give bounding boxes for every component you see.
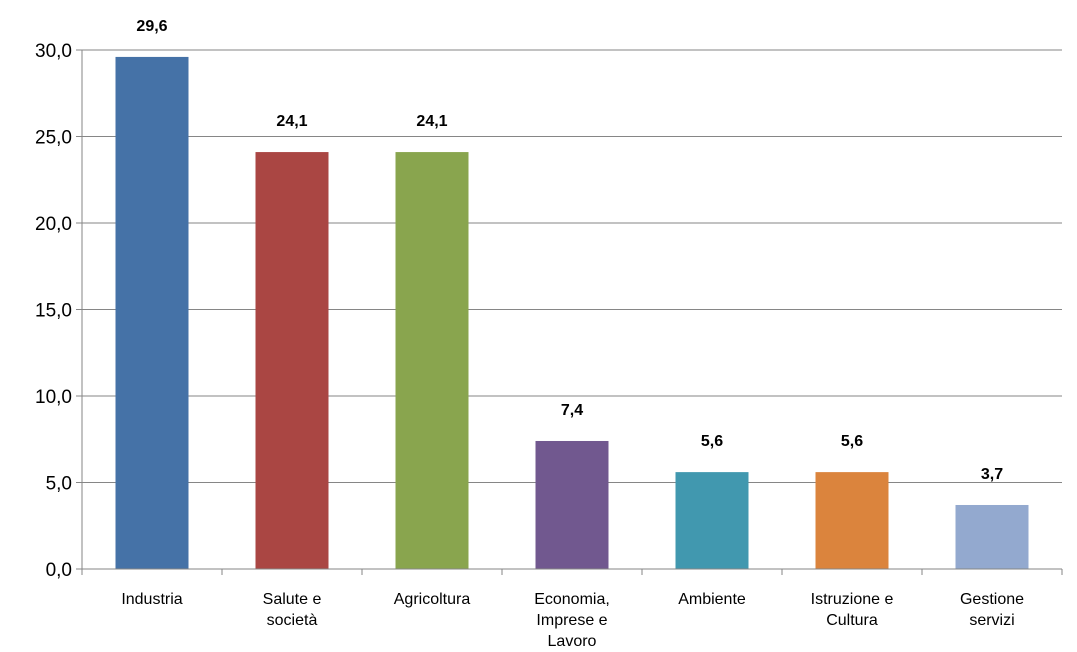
bar (815, 472, 889, 569)
y-tick-label: 15,0 (35, 301, 72, 322)
x-tick-label: Cultura (826, 612, 878, 629)
bar (255, 152, 329, 569)
data-label: 24,1 (416, 113, 447, 130)
y-tick-label: 25,0 (35, 128, 72, 149)
data-label: 5,6 (841, 433, 863, 450)
x-tick-label: servizi (969, 612, 1014, 629)
y-tick-label: 10,0 (35, 387, 72, 408)
data-label: 3,7 (981, 466, 1003, 483)
bar (395, 152, 469, 569)
data-labels: 29,6 24,1 24,1 7,4 5,6 5,6 3,7 (136, 18, 1003, 483)
x-tick-label: Lavoro (548, 633, 597, 650)
bar (675, 472, 749, 569)
y-axis: 0,0 5,0 10,0 15,0 20,0 25,0 30,0 (35, 41, 83, 581)
x-tick-label: Ambiente (678, 591, 746, 608)
x-tick-label: Istruzione e (811, 591, 894, 608)
data-label: 24,1 (276, 113, 307, 130)
bar (955, 504, 1029, 569)
y-tick-label: 30,0 (35, 41, 72, 62)
x-tick-label: società (267, 612, 318, 629)
bar (535, 440, 609, 569)
x-tick-label: Industria (121, 591, 182, 608)
data-label: 29,6 (136, 18, 167, 35)
y-tick-label: 0,0 (46, 560, 72, 581)
gridlines (82, 49, 1062, 483)
data-label: 7,4 (561, 402, 583, 419)
data-label: 5,6 (701, 433, 723, 450)
x-tick-label: Imprese e (536, 612, 607, 629)
x-tick-label: Salute e (263, 591, 322, 608)
y-tick-label: 5,0 (46, 474, 72, 495)
x-axis: Industria Salute e società Agricoltura Econo… (81, 568, 1063, 650)
x-tick-label: Agricoltura (394, 591, 471, 608)
bar (115, 56, 189, 570)
bars (115, 56, 1029, 570)
x-tick-label: Economia, (534, 591, 610, 608)
x-tick-label: Gestione (960, 591, 1024, 608)
y-tick-label: 20,0 (35, 214, 72, 235)
